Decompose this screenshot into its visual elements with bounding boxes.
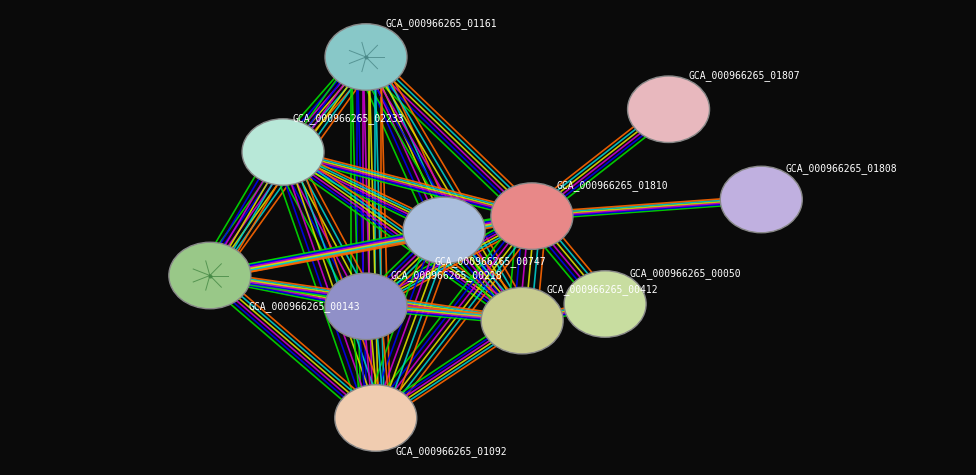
Ellipse shape [325, 273, 407, 340]
Ellipse shape [564, 271, 646, 337]
Ellipse shape [720, 166, 802, 233]
Text: GCA_000966265_02233: GCA_000966265_02233 [293, 114, 404, 124]
Ellipse shape [403, 197, 485, 264]
Ellipse shape [325, 24, 407, 90]
Ellipse shape [335, 385, 417, 451]
Ellipse shape [242, 119, 324, 185]
Text: GCA_000966265_00747: GCA_000966265_00747 [434, 256, 546, 266]
Ellipse shape [481, 287, 563, 354]
Text: GCA_000966265_01808: GCA_000966265_01808 [786, 163, 897, 174]
Text: GCA_000966265_00218: GCA_000966265_00218 [390, 270, 502, 281]
Text: GCA_000966265_00050: GCA_000966265_00050 [630, 268, 741, 278]
Ellipse shape [628, 76, 710, 142]
Ellipse shape [491, 183, 573, 249]
Text: GCA_000966265_00412: GCA_000966265_00412 [547, 285, 658, 295]
Text: GCA_000966265_01161: GCA_000966265_01161 [386, 19, 497, 29]
Text: GCA_000966265_01807: GCA_000966265_01807 [688, 71, 799, 81]
Ellipse shape [169, 242, 251, 309]
Text: GCA_000966265_01092: GCA_000966265_01092 [395, 446, 507, 456]
Text: GCA_000966265_00143: GCA_000966265_00143 [249, 301, 360, 312]
Text: GCA_000966265_01810: GCA_000966265_01810 [556, 180, 668, 190]
